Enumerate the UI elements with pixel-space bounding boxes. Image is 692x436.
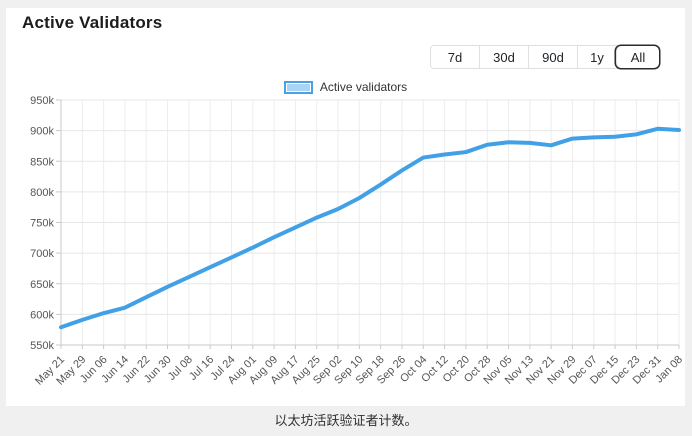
y-tick-label: 700k (30, 248, 54, 260)
y-tick-label: 950k (30, 95, 54, 107)
y-tick-label: 550k (30, 340, 54, 352)
page-title: Active Validators (22, 13, 163, 32)
range-button-1y[interactable]: 1y (577, 46, 616, 68)
y-tick-label: 850k (30, 156, 54, 168)
range-button-7d[interactable]: 7d (431, 46, 479, 68)
y-tick-label: 750k (30, 218, 54, 230)
range-button-all[interactable]: All (616, 46, 659, 68)
legend-label: Active validators (319, 80, 408, 94)
range-button-30d[interactable]: 30d (479, 46, 528, 68)
y-tick-label: 800k (30, 187, 54, 199)
chart-card: Active Validators 7d 30d 90d 1y All Acti… (6, 8, 685, 406)
y-tick-label: 600k (30, 309, 54, 321)
range-button-90d[interactable]: 90d (528, 46, 577, 68)
y-tick-label: 900k (30, 126, 54, 138)
chart-caption: 以太坊活跃验证者计数。 (274, 413, 418, 428)
time-range-selector: 7d 30d 90d 1y All (430, 45, 660, 69)
y-tick-label: 650k (30, 279, 54, 291)
chart-legend[interactable]: Active validators (6, 79, 685, 95)
legend-swatch (283, 80, 313, 94)
series-line-active-validators (59, 126, 681, 330)
